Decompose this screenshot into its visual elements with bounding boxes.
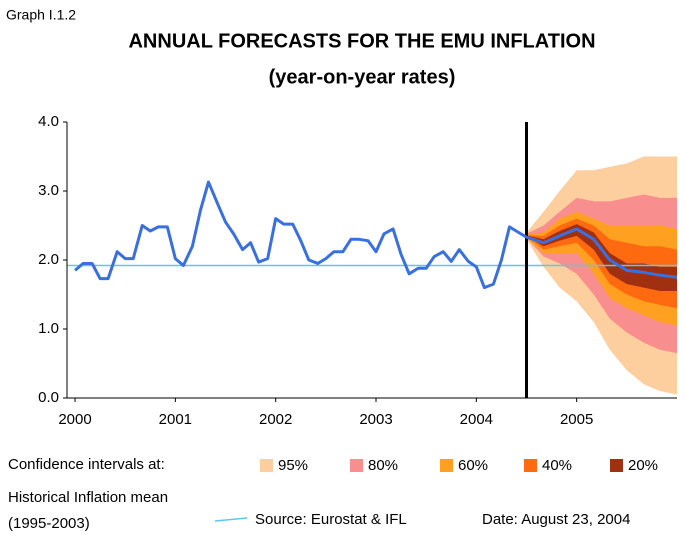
x-tick-label: 2000: [58, 411, 91, 428]
legend-swatch: [260, 459, 273, 472]
mean-label: Historical Inflation mean: [8, 489, 168, 506]
mean-label: (1995-2003): [8, 515, 90, 532]
y-tick-label: 3.0: [38, 182, 59, 199]
x-tick-label: 2001: [159, 411, 192, 428]
x-tick-label: 2002: [259, 411, 292, 428]
x-tick-label: 2004: [460, 411, 493, 428]
y-tick-label: 0.0: [38, 389, 59, 406]
inflation-line: [74, 180, 528, 290]
legend-swatch: [440, 459, 453, 472]
legend-label: 80%: [368, 457, 398, 474]
y-tick-label: 4.0: [38, 113, 59, 130]
chart-title: ANNUAL FORECASTS FOR THE EMU INFLATION: [128, 30, 595, 52]
legend-title: Confidence intervals at:: [8, 456, 165, 473]
legend-label: 40%: [542, 457, 572, 474]
legend-swatch: [350, 459, 363, 472]
y-tick-label: 2.0: [38, 251, 59, 268]
legend-label: 95%: [278, 457, 308, 474]
graph-label: Graph I.1.2: [6, 7, 76, 23]
legend-label: 20%: [628, 457, 658, 474]
forecast-central-line: [526, 227, 678, 279]
legend-swatch: [524, 459, 537, 472]
x-tick-label: 2005: [560, 411, 593, 428]
fan-band: [526, 224, 677, 292]
legend-mean-line: [214, 517, 248, 522]
x-tick-label: 2003: [359, 411, 392, 428]
chart-subtitle: (year-on-year rates): [269, 66, 456, 88]
legend-label: 60%: [458, 457, 488, 474]
legend-swatch: [610, 459, 623, 472]
date: Date: August 23, 2004: [482, 511, 630, 528]
y-tick-label: 1.0: [38, 320, 59, 337]
source: Source: Eurostat & IFL: [255, 511, 407, 528]
